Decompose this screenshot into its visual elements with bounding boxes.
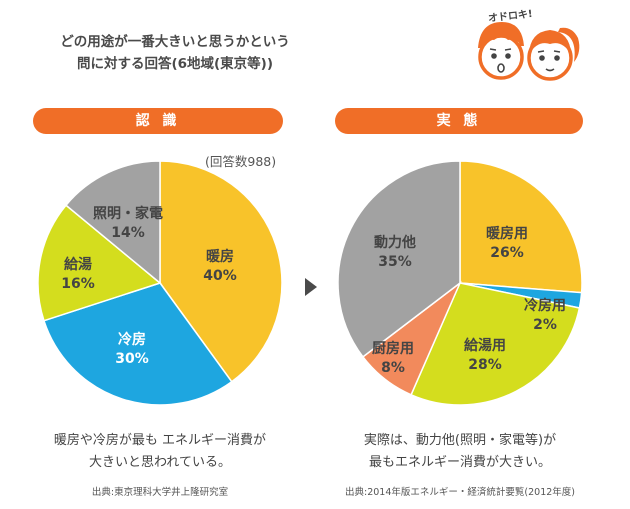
slice-label-reality-0: 暖房用 [486,225,528,242]
response-count: (回答数988) [205,154,277,169]
pie-slice-reality-4 [337,160,461,358]
pie-slice-perception-1 [43,282,233,406]
section-header-perception: 認 識 [33,108,283,134]
slice-label-reality-3: 厨房用 [372,340,414,357]
left-caption: 暖房や冷房が最も エネルギー消費が 大きいと思われている。 [20,430,300,474]
right-caption-line1: 実際は、動力他(照明・家電等)が [363,433,557,448]
pie-slice-reality-2 [410,282,581,406]
slice-label-perception-3: 照明・家電 [93,205,163,222]
slice-value-reality-4: 35% [378,254,412,270]
headline-line1: どの用途が一番大きいと思うかという [60,34,290,50]
girl-face-icon [527,27,580,81]
right-caption-line2: 最もエネルギー消費が大きい。 [368,455,551,470]
slice-value-perception-0: 40% [203,268,237,284]
section-header-reality: 実 態 [335,108,583,134]
left-caption-line1: 暖房や冷房が最も エネルギー消費が [53,433,267,448]
headline-line2: 問に対する回答(6地域(東京等)) [76,56,274,72]
triangle-right-icon [305,278,317,296]
pie-slice-perception-0 [159,160,283,383]
slice-label-reality-4: 動力他 [374,234,416,251]
slice-value-perception-1: 30% [115,351,149,367]
slice-value-reality-1: 2% [533,317,557,333]
slice-label-perception-1: 冷房 [118,331,146,348]
headline: どの用途が一番大きいと思うかという 問に対する回答(6地域(東京等)) [30,31,320,75]
pie-slice-reality-0 [459,160,583,294]
pie-slice-perception-2 [37,204,162,322]
slice-value-reality-3: 8% [381,360,405,376]
left-source: 出典:東京理科大学井上隆研究室 [91,487,229,498]
slice-label-perception-2: 給湯 [64,256,92,273]
slice-label-reality-2: 給湯用 [464,337,506,354]
surprised-kids-illustration: オドロキ! [478,8,580,81]
slice-value-perception-3: 14% [111,225,145,241]
slice-value-reality-2: 28% [468,357,502,373]
slice-value-perception-2: 16% [61,276,95,292]
right-source: 出典:2014年版エネルギー・経済統計要覧(2012年度) [345,487,575,498]
pie-chart-perception: 暖房 40% 冷房 30% 給湯 16% 照明・家電 14% [37,160,283,406]
pie-slice-perception-3 [64,160,161,285]
slice-value-reality-0: 26% [490,245,524,261]
pie-chart-reality: 暖房用 26% 冷房用 2% 給湯用 28% 厨房用 8% 動力他 35% [337,160,583,406]
boy-face-icon [478,22,524,80]
slice-label-reality-1: 冷房用 [524,297,566,314]
exclaim-text: オドロキ! [488,8,534,25]
left-caption-line2: 大きいと思われている。 [89,455,231,470]
right-caption: 実際は、動力他(照明・家電等)が 最もエネルギー消費が大きい。 [320,430,600,474]
slice-label-perception-0: 暖房 [206,248,234,265]
